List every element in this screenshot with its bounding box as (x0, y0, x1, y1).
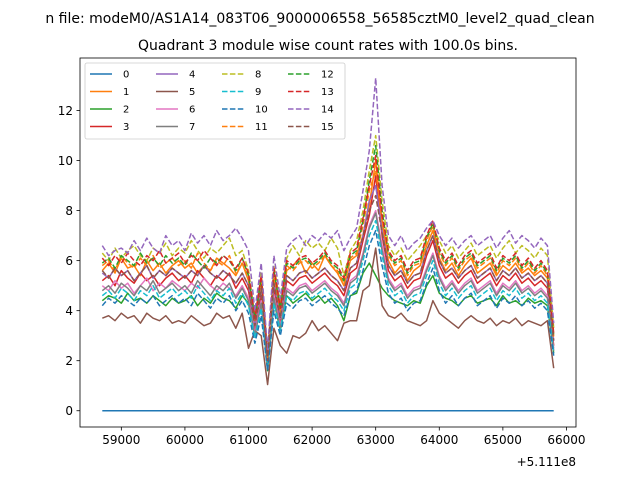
y-tick-label: 4 (65, 304, 73, 318)
series-line-9 (101, 219, 555, 369)
series-line-14 (101, 77, 555, 352)
legend-label-0: 0 (123, 70, 129, 81)
legend-label-6: 6 (189, 105, 195, 116)
plot-frame (79, 57, 577, 428)
series-line-15 (101, 194, 555, 362)
series-line-13 (101, 154, 555, 357)
y-tick-label: 8 (65, 204, 73, 218)
legend-label-9: 9 (255, 87, 261, 98)
legend-label-10: 10 (255, 105, 268, 116)
x-tick-label: 63000 (357, 433, 395, 447)
x-tick-label: 61000 (229, 433, 267, 447)
x-tick-label: 59000 (102, 433, 140, 447)
series-line-12 (101, 144, 555, 357)
legend-label-15: 15 (321, 122, 334, 133)
chart-title: Quadrant 3 module wise count rates with … (138, 38, 518, 54)
x-axis: 59000 60000 61000 62000 63000 64000 65000 66000 (102, 427, 586, 447)
legend-label-5: 5 (189, 87, 195, 98)
legend-label-4: 4 (189, 70, 195, 81)
series-layer (101, 77, 555, 412)
legend-label-1: 1 (123, 87, 129, 98)
y-tick-label: 10 (58, 154, 73, 168)
y-axis: 0 2 4 6 8 10 12 (58, 104, 80, 418)
legend-label-14: 14 (321, 105, 334, 116)
series-line-2 (101, 262, 555, 372)
series-line-5 (102, 247, 555, 386)
y-tick-label: 6 (65, 254, 73, 268)
y-tick-label: 0 (65, 404, 73, 418)
x-tick-label: 62000 (293, 433, 331, 447)
x-tick-label: 60000 (166, 433, 204, 447)
series-line-6 (101, 209, 555, 367)
y-tick-label: 2 (65, 354, 73, 368)
legend-label-2: 2 (123, 105, 129, 116)
series-line-8 (101, 134, 555, 354)
legend-box (84, 62, 346, 140)
legend-label-3: 3 (123, 122, 129, 133)
legend-label-11: 11 (255, 122, 268, 133)
series-line-11 (101, 169, 555, 359)
series-line-10 (101, 229, 555, 372)
legend-label-7: 7 (189, 122, 195, 133)
x-offset-label: +5.111e8 (517, 455, 576, 469)
x-tick-label: 66000 (547, 433, 585, 447)
x-tick-label: 65000 (484, 433, 522, 447)
suptitle: n file: modeM0/AS1A14_083T06_9000006558_… (45, 11, 594, 27)
legend-label-13: 13 (321, 87, 334, 98)
series-line-3 (101, 174, 555, 364)
legend-label-12: 12 (321, 70, 334, 81)
legend-label-8: 8 (255, 70, 261, 81)
series-line-7 (101, 212, 555, 369)
x-tick-label: 64000 (420, 433, 458, 447)
y-tick-label: 12 (58, 104, 73, 118)
